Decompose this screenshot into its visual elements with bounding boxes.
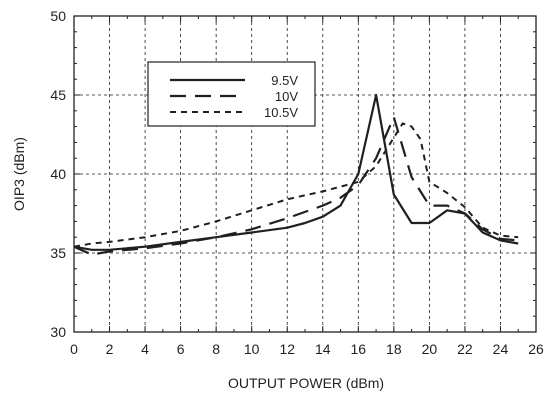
x-tick-label: 26 <box>528 341 544 357</box>
x-tick-label: 14 <box>315 341 331 357</box>
series-line-10-5v <box>73 122 519 248</box>
y-tick-label: 30 <box>50 324 66 340</box>
x-tick-label: 10 <box>244 341 260 357</box>
x-tick-label: 24 <box>493 341 509 357</box>
x-tick-label: 8 <box>212 341 220 357</box>
x-tick-label: 22 <box>457 341 473 357</box>
y-tick-label: 40 <box>50 166 66 182</box>
x-axis-title: OUTPUT POWER (dBm) <box>228 375 384 391</box>
x-tick-label: 2 <box>106 341 114 357</box>
x-tick-label: 20 <box>422 341 438 357</box>
x-tick-label: 6 <box>177 341 185 357</box>
y-tick-label: 35 <box>50 245 66 261</box>
plot-frame <box>73 15 537 333</box>
x-tick-label: 4 <box>141 341 149 357</box>
y-axis-title: OIP3 (dBm) <box>11 137 27 211</box>
legend-label: 10.5V <box>264 105 298 120</box>
series-group <box>73 93 519 256</box>
legend-box <box>147 61 316 127</box>
legend-label: 9.5V <box>271 73 298 88</box>
x-tick-label: 12 <box>279 341 295 357</box>
y-tick-label: 45 <box>50 87 66 103</box>
x-tick-label: 0 <box>70 341 78 357</box>
x-tick-label: 16 <box>351 341 367 357</box>
series-line-9-5v <box>73 93 519 251</box>
x-tick-label: 18 <box>386 341 402 357</box>
y-tick-label: 50 <box>50 8 66 24</box>
series-line-10v <box>73 115 519 256</box>
legend-label: 10V <box>275 89 298 104</box>
